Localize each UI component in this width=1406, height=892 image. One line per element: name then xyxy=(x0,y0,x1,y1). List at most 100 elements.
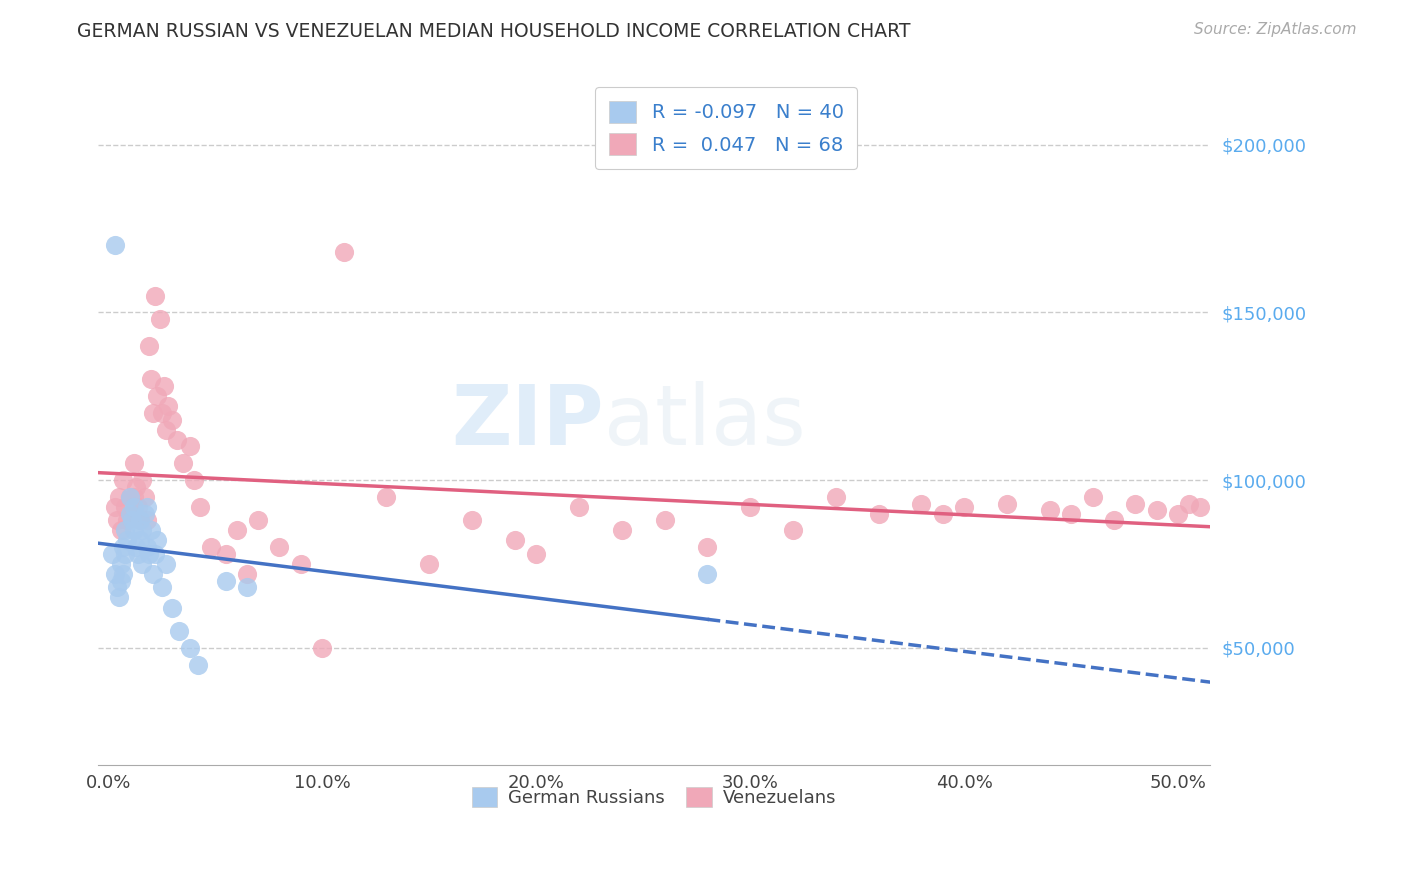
Point xyxy=(654,513,676,527)
Point xyxy=(1039,503,1062,517)
Legend: German Russians, Venezuelans: German Russians, Venezuelans xyxy=(464,780,844,814)
Point xyxy=(172,456,194,470)
Point xyxy=(110,557,132,571)
Point xyxy=(155,557,177,571)
Point xyxy=(311,640,333,655)
Point xyxy=(162,600,184,615)
Point xyxy=(121,513,143,527)
Point xyxy=(1060,507,1083,521)
Point xyxy=(932,507,955,521)
Point xyxy=(131,557,153,571)
Point xyxy=(166,433,188,447)
Point xyxy=(418,557,440,571)
Point xyxy=(247,513,270,527)
Point xyxy=(146,533,169,548)
Point xyxy=(125,540,148,554)
Point xyxy=(146,389,169,403)
Point xyxy=(117,533,139,548)
Point xyxy=(143,288,166,302)
Point xyxy=(108,490,131,504)
Point xyxy=(157,399,180,413)
Point xyxy=(1188,500,1211,514)
Point xyxy=(112,566,135,581)
Point xyxy=(104,566,127,581)
Point xyxy=(125,480,148,494)
Point xyxy=(105,581,128,595)
Point xyxy=(134,490,156,504)
Point xyxy=(143,547,166,561)
Point xyxy=(740,500,762,514)
Point xyxy=(139,372,162,386)
Point xyxy=(162,412,184,426)
Point xyxy=(696,566,718,581)
Point xyxy=(179,640,201,655)
Point xyxy=(1167,507,1189,521)
Point xyxy=(129,533,152,548)
Point xyxy=(568,500,591,514)
Point xyxy=(108,591,131,605)
Point xyxy=(142,566,165,581)
Point xyxy=(142,406,165,420)
Point xyxy=(290,557,312,571)
Point xyxy=(134,507,156,521)
Point xyxy=(122,524,145,538)
Point xyxy=(150,581,173,595)
Point xyxy=(269,540,291,554)
Point xyxy=(131,524,153,538)
Point xyxy=(112,540,135,554)
Point xyxy=(122,490,145,504)
Point xyxy=(1178,496,1201,510)
Point xyxy=(105,513,128,527)
Point xyxy=(696,540,718,554)
Point xyxy=(135,513,157,527)
Point xyxy=(135,540,157,554)
Point xyxy=(104,500,127,514)
Point xyxy=(112,473,135,487)
Point xyxy=(188,500,211,514)
Point xyxy=(129,513,152,527)
Point xyxy=(183,473,205,487)
Point xyxy=(1081,490,1104,504)
Point xyxy=(135,500,157,514)
Point xyxy=(118,490,141,504)
Point xyxy=(995,496,1018,510)
Point xyxy=(200,540,222,554)
Point xyxy=(127,547,149,561)
Point xyxy=(179,440,201,454)
Point xyxy=(375,490,398,504)
Point xyxy=(129,513,152,527)
Point xyxy=(825,490,848,504)
Point xyxy=(461,513,484,527)
Text: GERMAN RUSSIAN VS VENEZUELAN MEDIAN HOUSEHOLD INCOME CORRELATION CHART: GERMAN RUSSIAN VS VENEZUELAN MEDIAN HOUS… xyxy=(77,22,911,41)
Point xyxy=(121,507,143,521)
Text: atlas: atlas xyxy=(603,381,806,462)
Point xyxy=(782,524,804,538)
Point xyxy=(1146,503,1168,517)
Point xyxy=(117,513,139,527)
Point xyxy=(1102,513,1125,527)
Point xyxy=(236,581,259,595)
Point xyxy=(953,500,976,514)
Text: ZIP: ZIP xyxy=(451,381,603,462)
Point xyxy=(118,490,141,504)
Point xyxy=(114,524,136,538)
Point xyxy=(868,507,890,521)
Point xyxy=(114,500,136,514)
Point xyxy=(127,500,149,514)
Point xyxy=(503,533,526,548)
Point xyxy=(524,547,547,561)
Point xyxy=(153,379,176,393)
Point xyxy=(138,547,160,561)
Point xyxy=(138,339,160,353)
Point xyxy=(215,547,238,561)
Point xyxy=(122,500,145,514)
Point xyxy=(114,547,136,561)
Point xyxy=(187,657,209,672)
Point xyxy=(236,566,259,581)
Point xyxy=(139,524,162,538)
Point xyxy=(131,473,153,487)
Point xyxy=(150,406,173,420)
Point xyxy=(155,423,177,437)
Point xyxy=(1125,496,1147,510)
Point xyxy=(104,238,127,252)
